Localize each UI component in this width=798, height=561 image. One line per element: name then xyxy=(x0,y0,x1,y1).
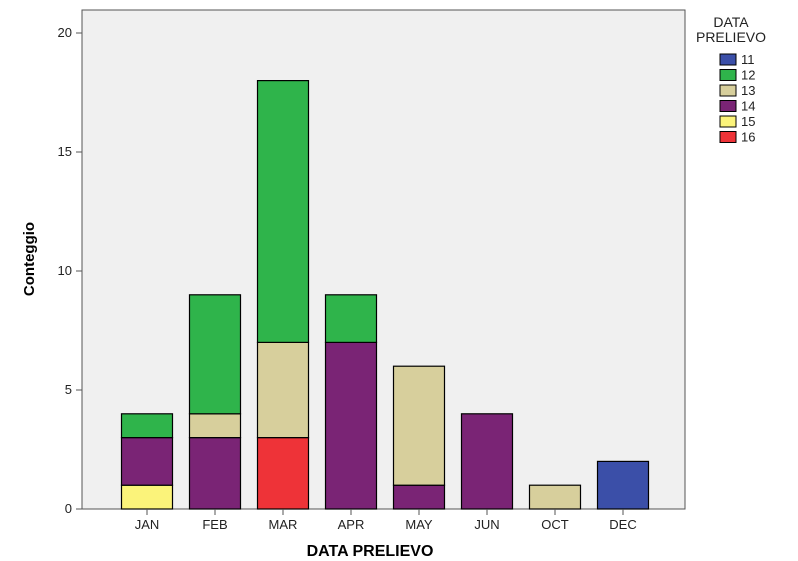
y-tick-label: 15 xyxy=(58,144,72,159)
bar-segment-apr-14 xyxy=(324,341,378,510)
legend-label-14: 14 xyxy=(741,99,755,114)
y-tick-label: 10 xyxy=(58,263,72,278)
x-axis-title: DATA PRELIEVO xyxy=(307,543,434,560)
y-tick-label: 5 xyxy=(65,382,72,397)
x-axis: JAN FEB MAR APR MAY JUN OCT DEC xyxy=(135,509,637,532)
bar-segment-oct-13 xyxy=(528,484,582,510)
x-tick-label: MAY xyxy=(405,517,433,532)
y-tick-label: 0 xyxy=(65,501,72,516)
legend-title: PRELIEVO xyxy=(696,29,766,45)
x-tick-label: DEC xyxy=(609,517,636,532)
x-tick-label: APR xyxy=(338,517,365,532)
legend-label-11: 11 xyxy=(741,52,755,67)
x-tick-label: OCT xyxy=(541,517,569,532)
legend-label-16: 16 xyxy=(741,130,755,145)
legend-title: DATA xyxy=(713,14,749,30)
bar-segment-dec-11 xyxy=(596,460,650,510)
bar-segment-apr-12 xyxy=(324,294,378,343)
y-tick-label: 20 xyxy=(58,25,72,40)
legend-swatch-16 xyxy=(719,131,737,143)
legend-label-12: 12 xyxy=(741,68,755,83)
y-axis: 0 5 10 15 20 xyxy=(58,25,82,516)
bar-segment-jan-12 xyxy=(120,413,174,439)
bar-segment-jan-14 xyxy=(120,437,174,486)
bar-segment-jun-14 xyxy=(460,413,514,510)
legend-swatch-15 xyxy=(719,115,737,128)
x-tick-label: FEB xyxy=(202,517,227,532)
legend-label-15: 15 xyxy=(741,114,755,129)
bar-segment-mar-16 xyxy=(256,437,310,510)
bar-segment-jan-15 xyxy=(120,484,174,510)
legend-swatch-14 xyxy=(719,100,737,112)
x-tick-label: MAR xyxy=(269,517,298,532)
legend-label-13: 13 xyxy=(741,83,755,98)
legend-swatch-12 xyxy=(719,69,737,81)
y-axis-title: Conteggio xyxy=(21,222,38,296)
bar-segment-may-14 xyxy=(392,484,446,510)
bar-segment-mar-12 xyxy=(256,79,310,343)
legend-swatch-13 xyxy=(719,84,737,97)
plot-area xyxy=(81,9,686,510)
bars xyxy=(120,79,650,510)
x-tick-label: JUN xyxy=(474,517,499,532)
x-tick-label: JAN xyxy=(135,517,160,532)
bar-segment-may-13 xyxy=(392,365,446,486)
bar-segment-feb-12 xyxy=(188,294,242,415)
bar-segment-feb-13 xyxy=(188,413,242,439)
legend-swatch-11 xyxy=(719,53,737,66)
bar-segment-feb-14 xyxy=(188,437,242,510)
bar-segment-mar-13 xyxy=(256,341,310,439)
